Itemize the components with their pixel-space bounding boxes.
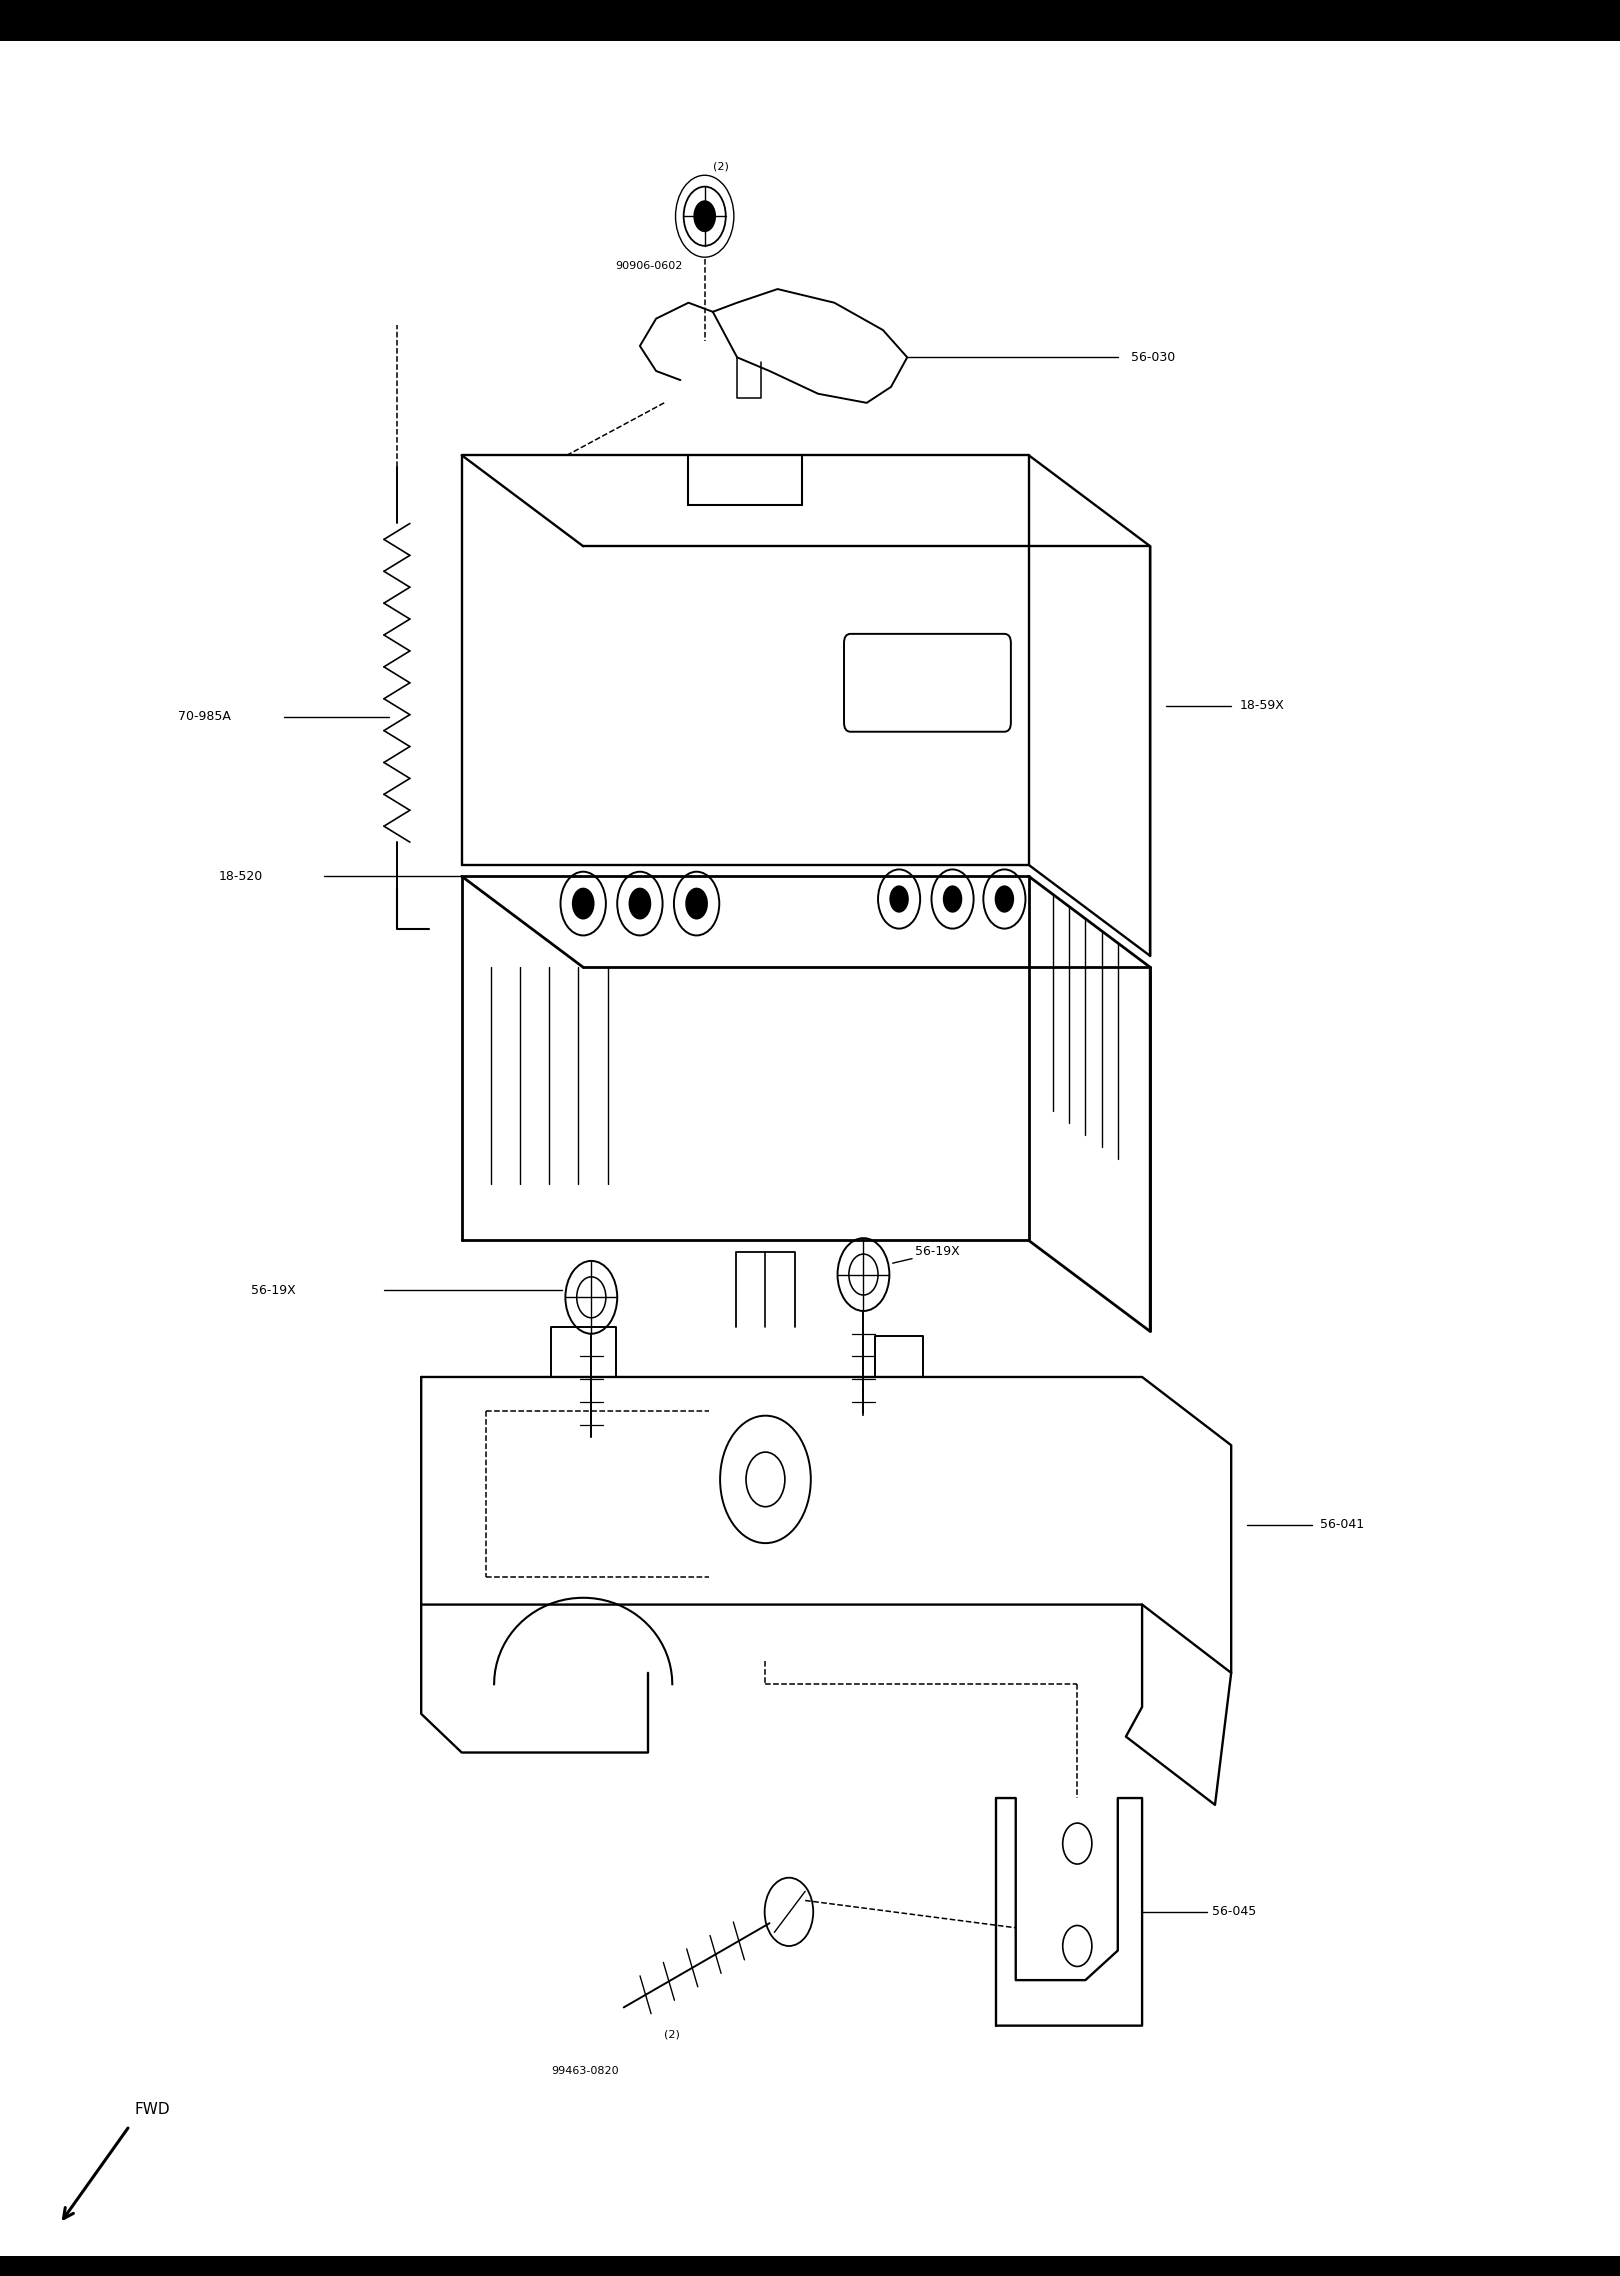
Circle shape — [838, 1238, 889, 1311]
Circle shape — [629, 888, 651, 920]
Circle shape — [561, 872, 606, 935]
Circle shape — [943, 885, 962, 913]
Text: 18-59X: 18-59X — [1239, 699, 1285, 712]
Circle shape — [577, 1277, 606, 1318]
Text: 56-19X: 56-19X — [251, 1284, 296, 1297]
Circle shape — [765, 1878, 813, 1946]
Bar — [0, 2256, 1620, 2276]
Circle shape — [617, 872, 663, 935]
Circle shape — [685, 888, 708, 920]
Text: 70-985A: 70-985A — [178, 710, 232, 724]
Circle shape — [572, 888, 595, 920]
Text: 56-19X: 56-19X — [915, 1245, 961, 1259]
Bar — [0, 0, 1620, 41]
FancyBboxPatch shape — [844, 635, 1011, 733]
Text: 90906-0602: 90906-0602 — [616, 262, 684, 271]
Circle shape — [889, 885, 909, 913]
Circle shape — [878, 869, 920, 929]
Circle shape — [995, 885, 1014, 913]
Text: (2): (2) — [664, 2030, 680, 2039]
Text: (2): (2) — [713, 162, 729, 171]
Text: 56-041: 56-041 — [1320, 1518, 1364, 1532]
Text: FWD: FWD — [134, 2103, 170, 2117]
Text: 56-045: 56-045 — [1212, 1905, 1256, 1919]
Circle shape — [565, 1261, 617, 1334]
Circle shape — [849, 1254, 878, 1295]
Circle shape — [983, 869, 1025, 929]
Circle shape — [931, 869, 974, 929]
Text: 56-030: 56-030 — [1131, 351, 1174, 364]
Circle shape — [674, 872, 719, 935]
Text: 99463-0820: 99463-0820 — [551, 2067, 619, 2076]
Text: 18-520: 18-520 — [219, 869, 262, 883]
Circle shape — [693, 200, 716, 232]
